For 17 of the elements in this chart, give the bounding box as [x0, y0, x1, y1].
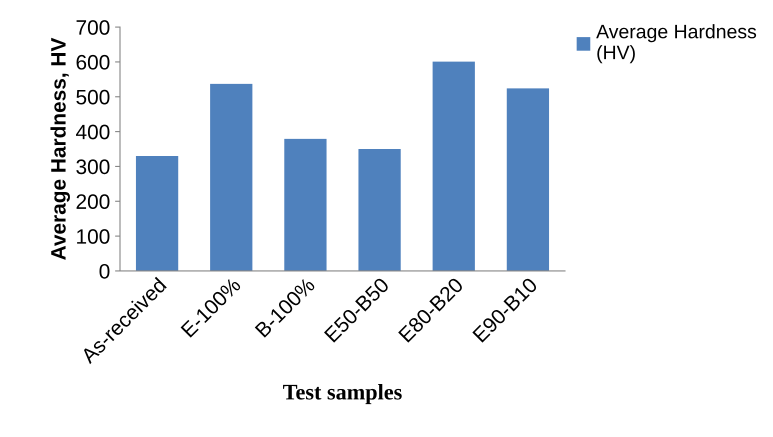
bar — [506, 88, 550, 271]
legend-label: Average Hardness (HV) — [596, 24, 756, 64]
bar — [432, 62, 475, 271]
bar — [284, 138, 327, 271]
y-tick-label: 400 — [76, 124, 110, 140]
bar — [358, 149, 401, 271]
y-tick-label: 500 — [76, 90, 110, 105]
y-tick-label: 0 — [100, 264, 110, 279]
y-tick-label: 700 — [76, 20, 110, 35]
y-tick-label: 600 — [76, 54, 110, 70]
y-tick-label: 200 — [76, 194, 110, 210]
bar — [136, 156, 178, 271]
y-tick-label: 300 — [76, 159, 110, 174]
bar — [210, 84, 252, 271]
y-axis-title: Average Hardness, HV — [50, 38, 70, 260]
x-axis-title: Test samples — [283, 384, 402, 404]
y-tick-label: 100 — [77, 229, 110, 244]
